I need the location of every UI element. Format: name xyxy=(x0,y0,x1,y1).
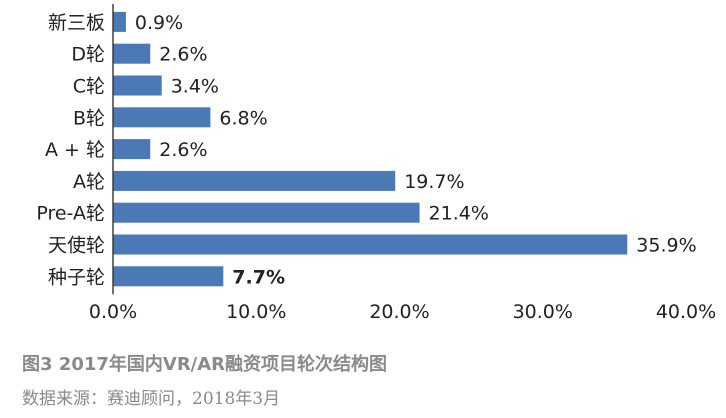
value-label: 35.9% xyxy=(636,235,696,257)
category-label: B轮 xyxy=(73,107,105,129)
bar xyxy=(113,139,151,160)
bar xyxy=(113,11,126,32)
x-tick-label: 20.0% xyxy=(369,301,429,323)
category-label: A轮 xyxy=(73,171,105,193)
bar xyxy=(113,234,628,255)
x-tick-label: 0.0% xyxy=(89,301,137,323)
data-source: 数据来源：赛迪顾问，2018年3月 xyxy=(22,389,281,409)
value-label: 19.7% xyxy=(404,171,464,193)
category-label: 新三板 xyxy=(48,12,105,34)
x-tick-labels: 0.0% 10.0% 20.0% 30.0% 40.0% xyxy=(89,301,716,323)
value-label: 7.7% xyxy=(232,266,285,288)
x-tick-label: 30.0% xyxy=(513,301,573,323)
value-label: 2.6% xyxy=(159,139,207,161)
bar xyxy=(113,170,396,191)
category-label: 天使轮 xyxy=(48,235,105,257)
category-label: A + 轮 xyxy=(45,139,105,161)
value-label: 2.6% xyxy=(159,44,207,66)
category-label: C轮 xyxy=(73,76,105,98)
value-label: 0.9% xyxy=(135,12,183,34)
x-tick-label: 10.0% xyxy=(226,301,286,323)
category-label: 种子轮 xyxy=(48,266,105,288)
category-label: Pre-A轮 xyxy=(36,203,105,225)
value-label: 21.4% xyxy=(429,203,489,225)
category-label: D轮 xyxy=(71,44,105,66)
bar xyxy=(113,75,162,96)
figure-caption: 图3 2017年国内VR/AR融资项目轮次结构图 xyxy=(22,354,388,375)
bar xyxy=(113,107,211,128)
value-labels: 0.9% 2.6% 3.4%6.8% 2.6% 19.7% 21.4% 35.9% 7.7% xyxy=(135,12,697,288)
value-label: 6.8% xyxy=(219,107,267,129)
bar xyxy=(113,202,420,223)
bars xyxy=(113,11,628,287)
value-label: 3.4% xyxy=(171,76,219,98)
bar xyxy=(113,43,151,64)
x-tick-label: 40.0% xyxy=(656,301,716,323)
bar xyxy=(113,266,224,287)
